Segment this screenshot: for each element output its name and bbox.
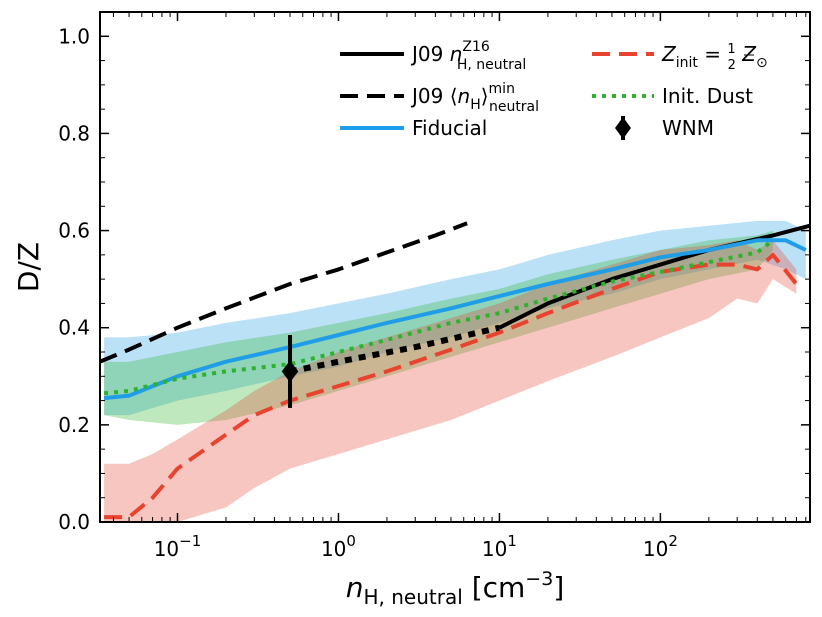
xtick-label: 100 — [321, 532, 356, 561]
legend-fiducial-label: Fiducial — [412, 116, 487, 140]
legend-wnm-label: WNM — [662, 116, 714, 140]
plot-frame — [99, 11, 811, 523]
ytick-label: 0.8 — [58, 121, 90, 145]
band-z-init-1-2-z-range — [104, 240, 797, 522]
legend-init-dust-label: Init. Dust — [662, 84, 753, 108]
ytick-label: 0.4 — [58, 316, 90, 340]
xlabel: nH, neutral [cm−3] — [346, 568, 565, 609]
series-fiducial — [103, 238, 807, 401]
legend-wnm: WNM — [615, 116, 714, 140]
series-j09-n-h-neutral-z16 — [498, 223, 810, 330]
legend-j09-min: J09 ⟨nH⟩min neutral — [340, 81, 539, 115]
series-init-dust — [103, 238, 775, 396]
legend: J09 nZ16 H, neutral J09 ⟨nH⟩min neutralFidu… — [340, 39, 768, 140]
xtick-label: 101 — [482, 532, 517, 561]
ytick-label: 1.0 — [58, 24, 90, 48]
ytick-label: 0.0 — [58, 510, 90, 534]
legend-init-dust: Init. Dust — [592, 84, 753, 108]
legend-wnm-marker — [615, 117, 631, 139]
series-z-init-1-2-z — [104, 252, 798, 520]
ytick-label: 0.2 — [58, 413, 90, 437]
xtick-label: 102 — [643, 532, 678, 561]
legend-j09-z16: J09 nZ16 H, neutral — [340, 39, 526, 73]
xtick-label: 10−1 — [154, 532, 202, 561]
data-points — [281, 335, 299, 408]
ylabel: D/Z — [12, 242, 45, 292]
axis-ticks: 0.0 0.2 0.4 0.6 0.8 1.0 10−1 100 101 102 — [58, 12, 810, 561]
legend-fiducial: Fiducial — [340, 116, 487, 140]
legend-j09-min-label: J09 ⟨nH⟩min neutral — [410, 81, 539, 115]
series-lines — [100, 221, 810, 520]
band-fiducial-range — [104, 220, 806, 416]
legend-j09-z16-label: J09 nZ16 H, neutral — [410, 39, 526, 73]
axis-titles: D/Z nH, neutral [cm−3] — [12, 242, 564, 609]
series-j09-n-h-neutral-z16-dotted-extrapolation — [289, 324, 501, 375]
ytick-label: 0.6 — [58, 219, 90, 243]
series-j09-n-h-neutral-min — [100, 221, 468, 364]
point-wnm — [281, 360, 299, 383]
